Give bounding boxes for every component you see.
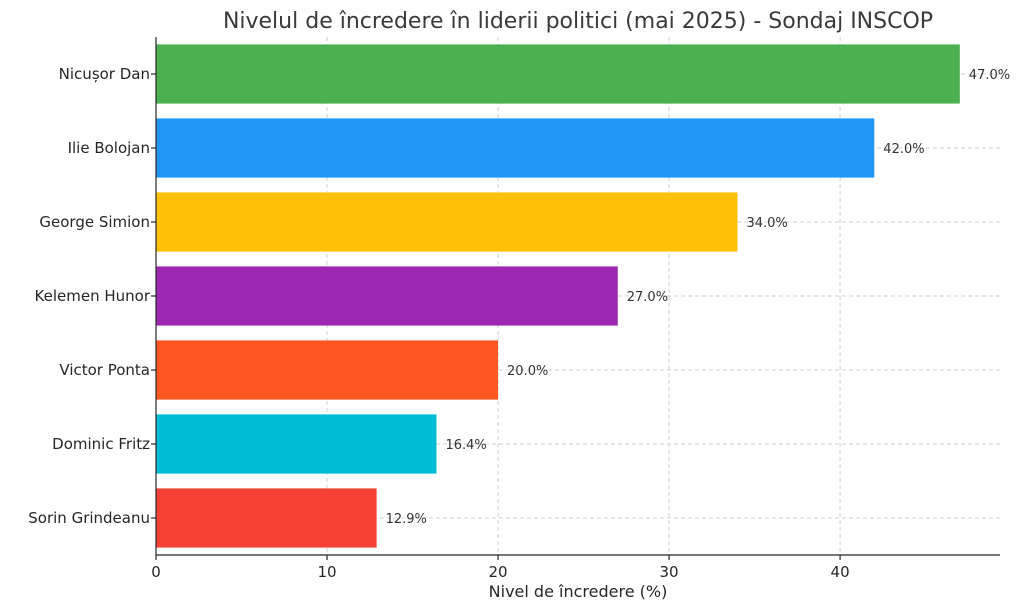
category-label: Kelemen Hunor: [35, 287, 151, 305]
bar: [156, 340, 499, 400]
value-label: 42.0%: [883, 142, 924, 157]
bar: [156, 118, 875, 178]
bar: [156, 414, 437, 474]
value-label: 47.0%: [969, 68, 1010, 83]
category-label: Nicușor Dan: [59, 65, 150, 83]
value-label: 27.0%: [627, 290, 668, 305]
bars: [156, 44, 960, 548]
category-label: Dominic Fritz: [52, 435, 150, 453]
x-tick-label: 0: [151, 563, 161, 581]
bar: [156, 44, 960, 104]
value-label: 34.0%: [746, 216, 787, 231]
x-tick-label: 10: [317, 563, 336, 581]
x-axis-title: Nivel de încredere (%): [489, 582, 668, 601]
bar: [156, 192, 738, 252]
bar: [156, 488, 377, 548]
value-label: 20.0%: [507, 364, 548, 379]
category-label: Ilie Bolojan: [68, 139, 150, 157]
chart-title: Nivelul de încredere în liderii politici…: [223, 9, 933, 34]
category-label: George Simion: [39, 213, 150, 231]
value-label: 16.4%: [445, 438, 486, 453]
category-label: Sorin Grindeanu: [28, 509, 150, 527]
x-tick-label: 40: [831, 563, 850, 581]
x-tick-label: 30: [660, 563, 679, 581]
x-tick-label: 20: [488, 563, 507, 581]
labels: 0 10 20 30 40 Nicușor Dan 47.0% Ilie Bolojan 42.…: [28, 65, 1010, 581]
category-label: Victor Ponta: [59, 361, 150, 379]
bar: [156, 266, 618, 326]
value-label: 12.9%: [386, 512, 427, 527]
